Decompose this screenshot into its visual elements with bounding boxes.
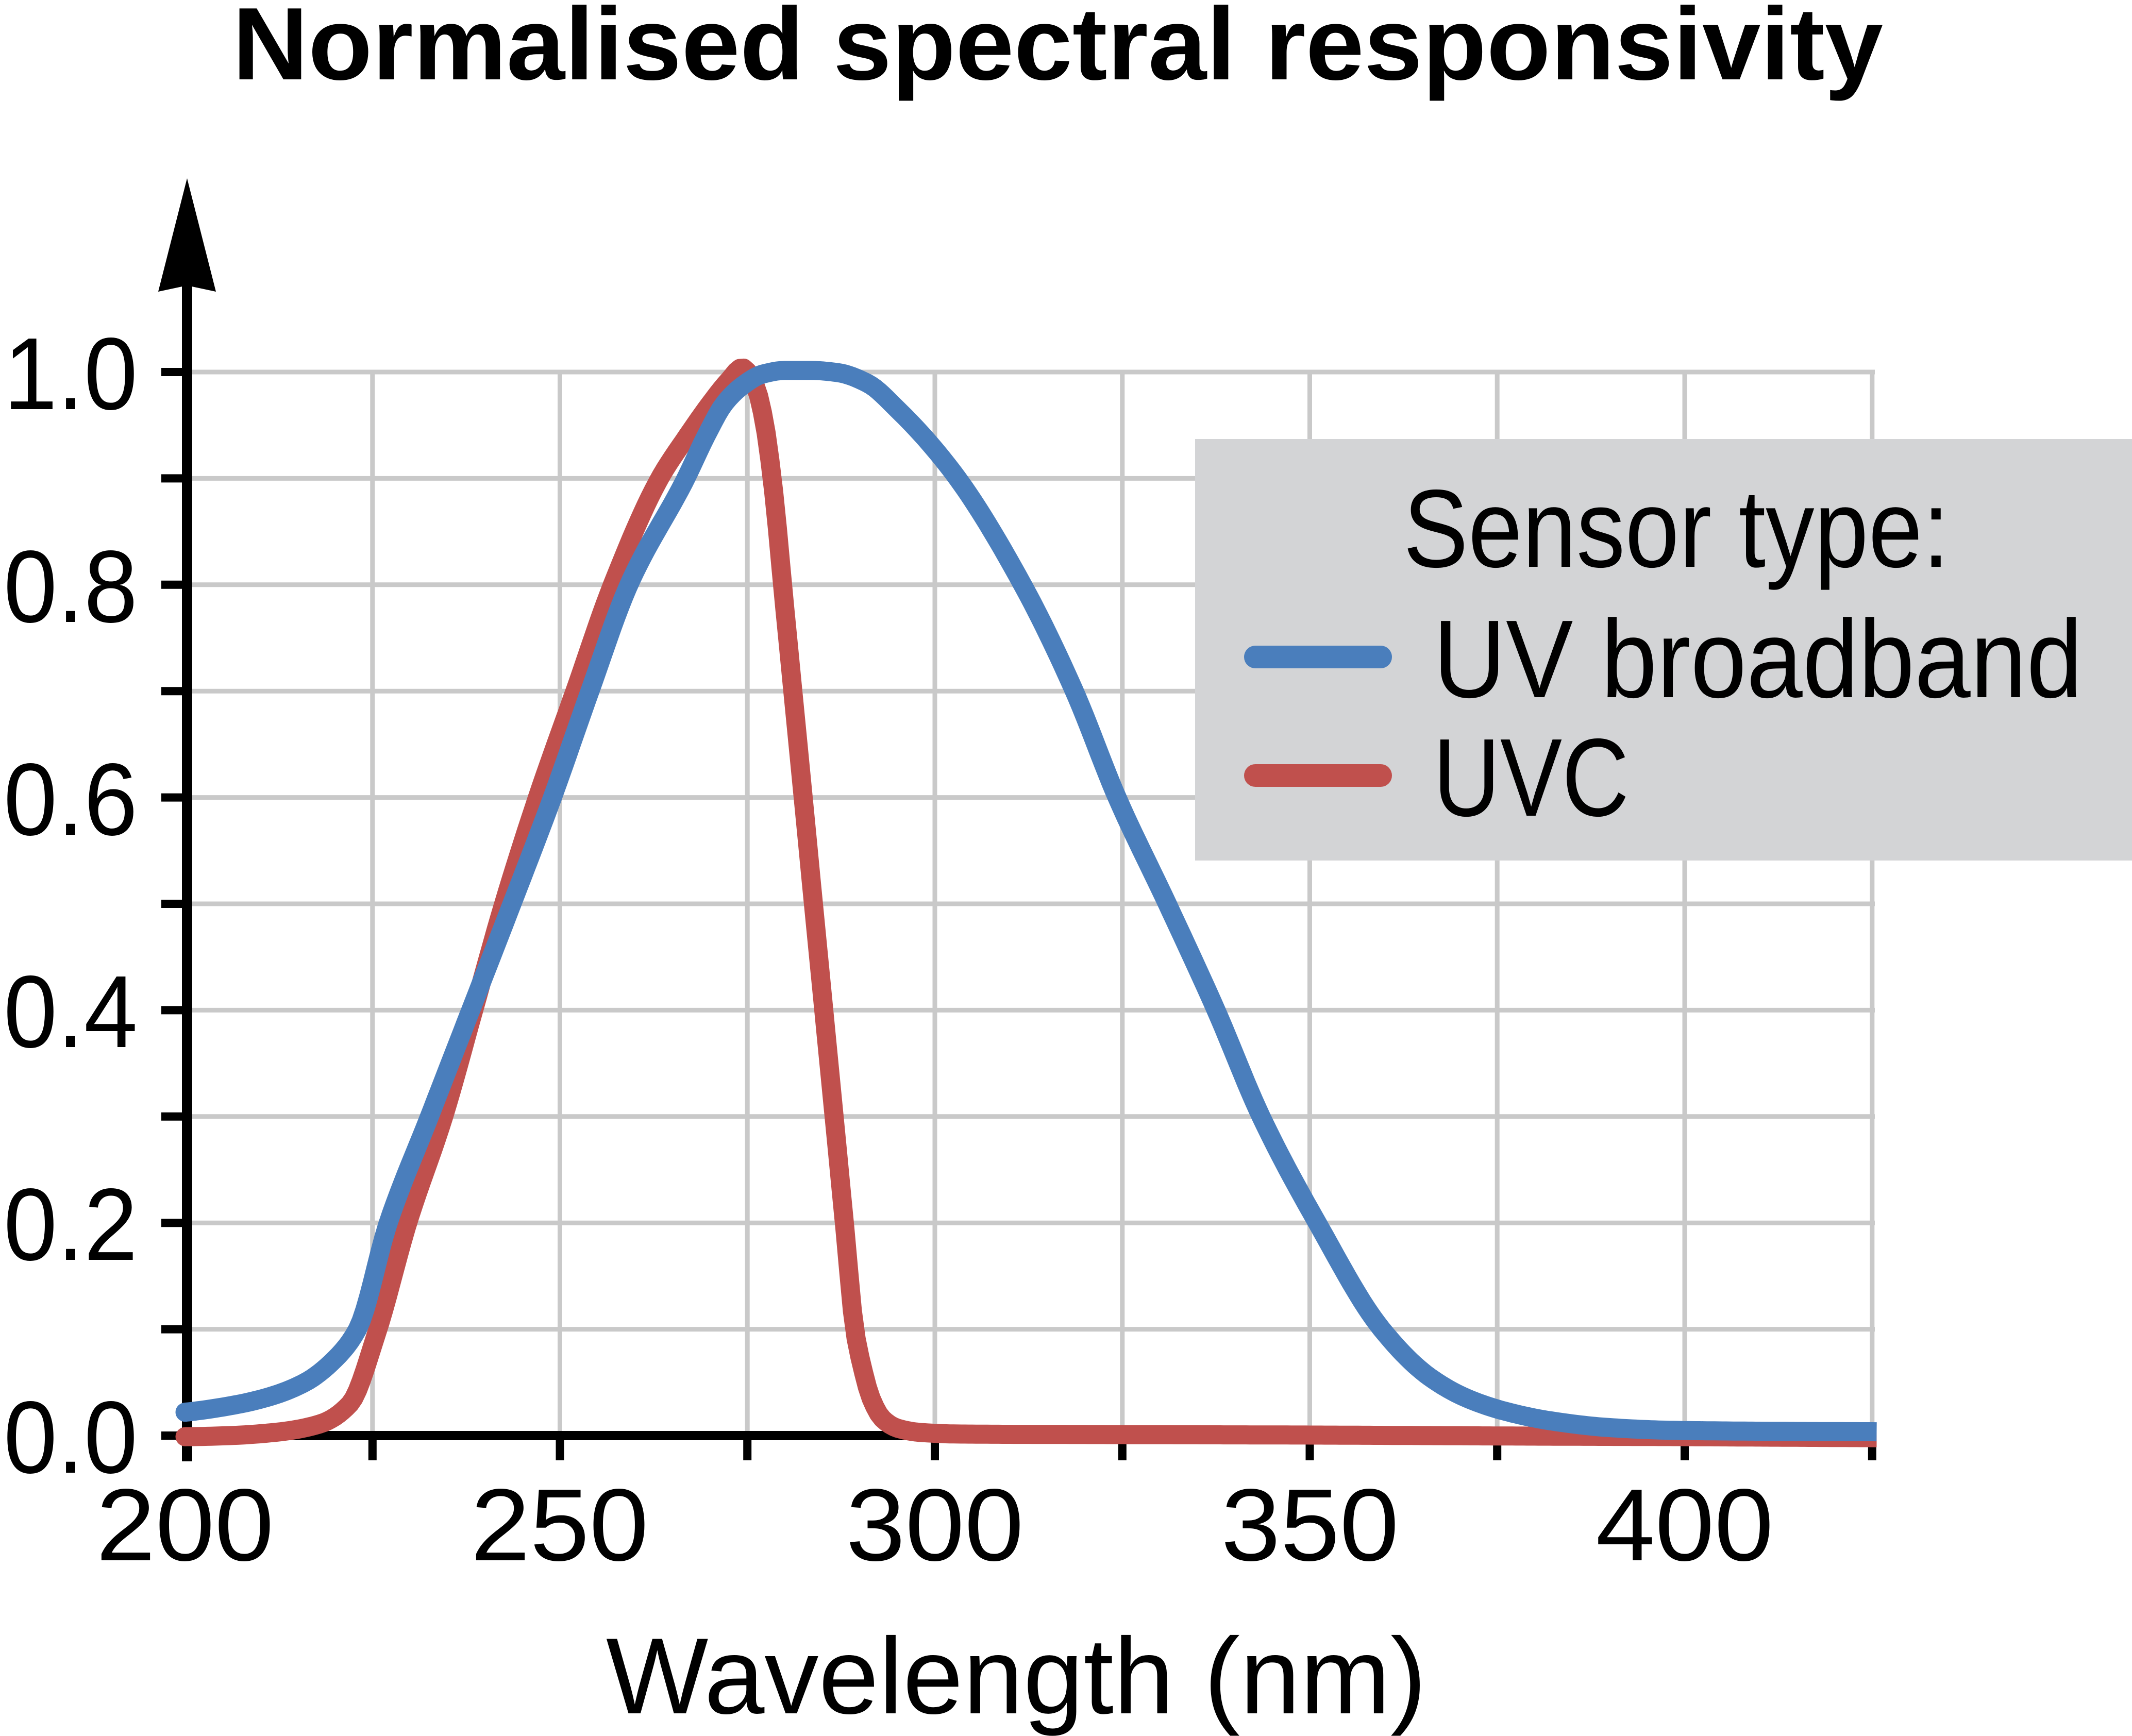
svg-text:250: 250: [471, 1468, 649, 1582]
svg-text:Sensor type:: Sensor type:: [1403, 466, 1950, 591]
svg-text:Normalised spectral responsivi: Normalised spectral responsivity: [232, 0, 1883, 102]
svg-text:200: 200: [96, 1468, 274, 1582]
svg-text:0.2: 0.2: [4, 1168, 138, 1282]
svg-text:UVC: UVC: [1433, 715, 1629, 839]
svg-text:350: 350: [1221, 1468, 1399, 1582]
svg-text:0.8: 0.8: [4, 530, 138, 644]
svg-text:1.0: 1.0: [4, 317, 138, 431]
svg-text:Wavelength (nm): Wavelength (nm): [606, 1615, 1426, 1736]
svg-text:300: 300: [846, 1468, 1024, 1582]
svg-text:400: 400: [1596, 1468, 1774, 1582]
svg-text:UV broadband: UV broadband: [1433, 597, 2083, 721]
svg-text:0.4: 0.4: [4, 955, 138, 1069]
svg-text:0.0: 0.0: [4, 1380, 138, 1495]
svg-text:0.6: 0.6: [4, 743, 138, 857]
